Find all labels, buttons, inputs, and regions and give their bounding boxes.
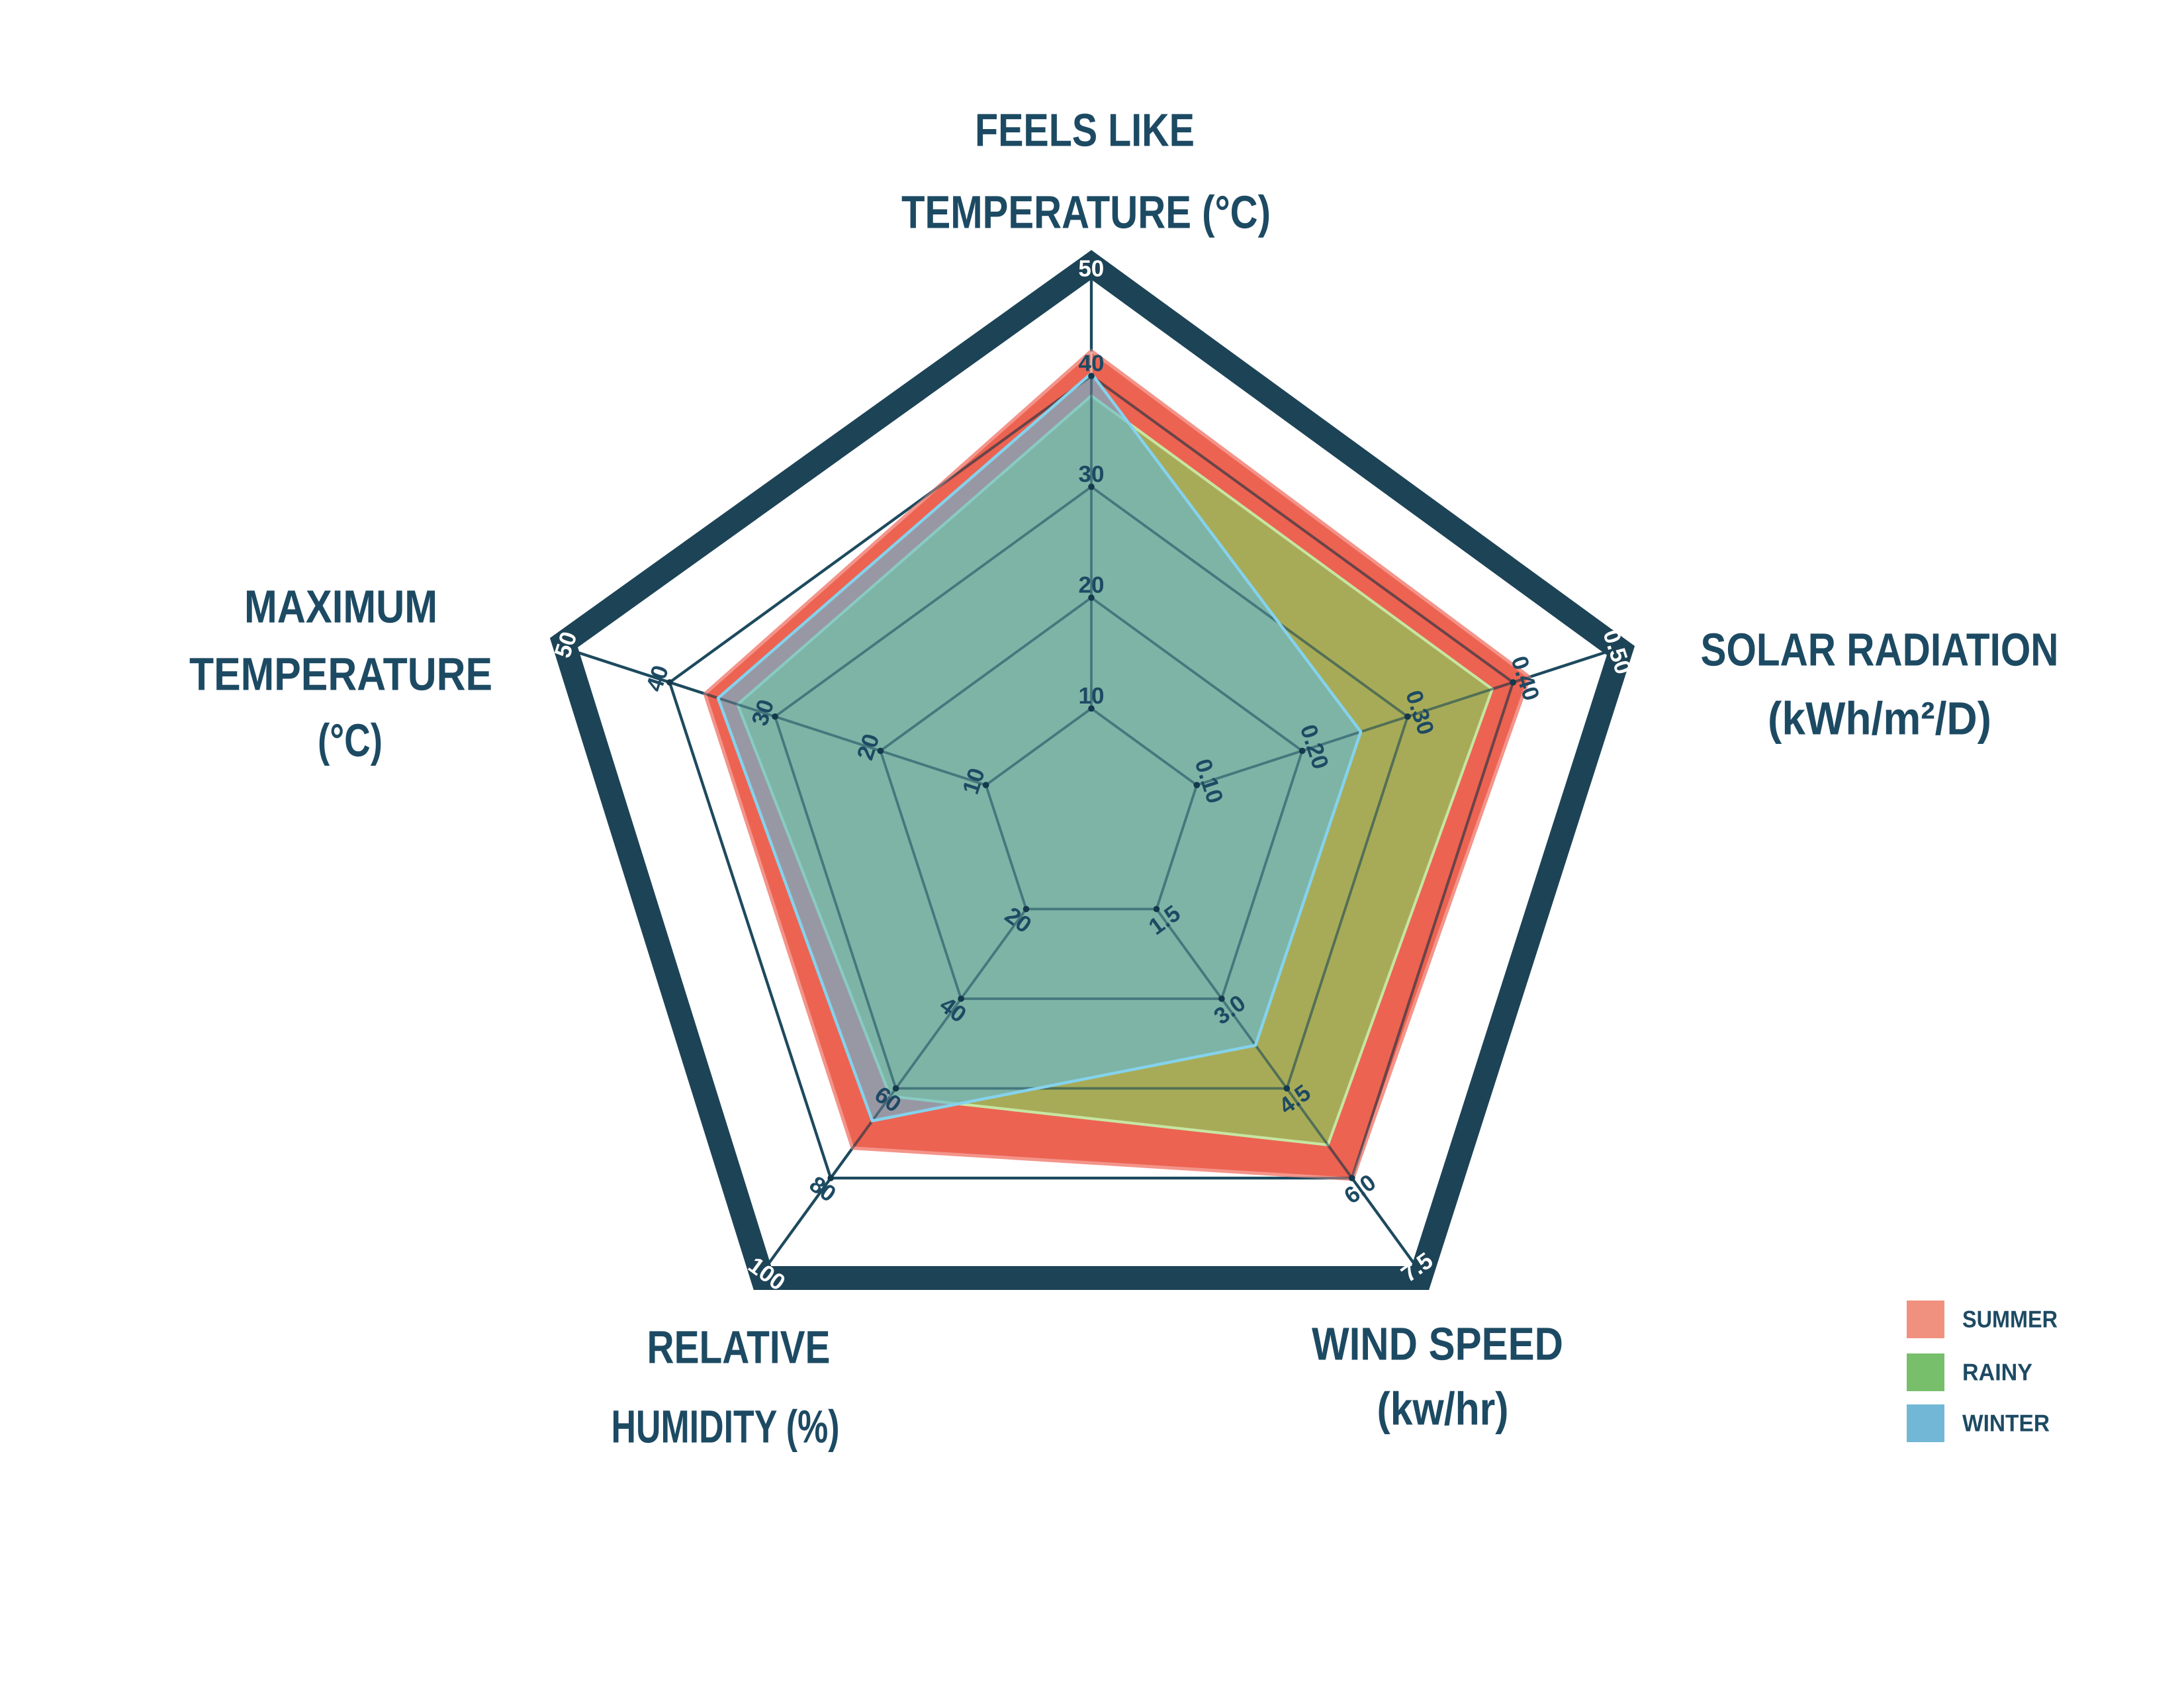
svg-text:MAXIMUM: MAXIMUM <box>244 581 437 633</box>
svg-text:WIND SPEED: WIND SPEED <box>1312 1318 1563 1370</box>
svg-text:TEMPERATURE (°C): TEMPERATURE (°C) <box>901 187 1271 238</box>
svg-text:(kw/hr): (kw/hr) <box>1377 1383 1509 1435</box>
svg-text:FEELS LIKE: FEELS LIKE <box>975 105 1195 156</box>
svg-text:20: 20 <box>1079 572 1105 598</box>
svg-text:50: 50 <box>1078 255 1104 281</box>
svg-text:RAINY: RAINY <box>1962 1359 2032 1386</box>
svg-text:40: 40 <box>1079 350 1105 376</box>
svg-text:WINTER: WINTER <box>1962 1410 2050 1437</box>
svg-text:SUMMER: SUMMER <box>1962 1306 2058 1333</box>
svg-text:(kWh/m²/D): (kWh/m²/D) <box>1768 693 1991 745</box>
svg-text:RELATIVE: RELATIVE <box>647 1322 831 1373</box>
svg-text:(°C): (°C) <box>318 715 383 766</box>
svg-text:10: 10 <box>1079 683 1105 709</box>
svg-text:TEMPERATURE: TEMPERATURE <box>189 649 492 700</box>
svg-text:SOLAR RADIATION: SOLAR RADIATION <box>1701 624 2059 676</box>
svg-text:HUMIDITY (%): HUMIDITY (%) <box>612 1401 840 1453</box>
svg-text:30: 30 <box>1079 461 1105 487</box>
